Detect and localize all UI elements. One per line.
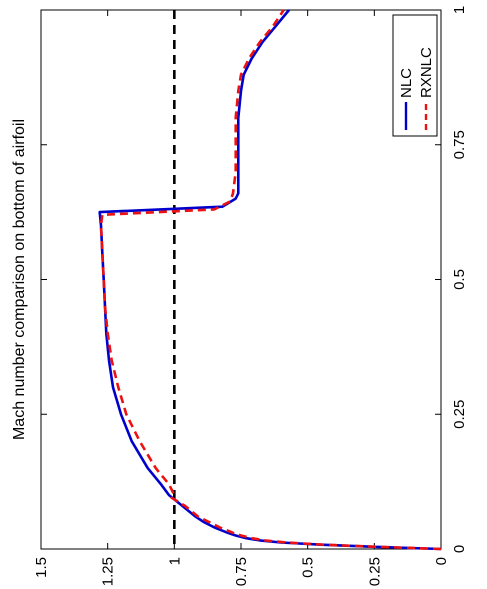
mach-tick-label: 1 — [166, 557, 183, 565]
chord-tick-label: 0 — [451, 545, 468, 553]
chord-tick-label: 1 — [451, 6, 468, 14]
mach-tick-label: 0 — [433, 557, 450, 565]
legend-label-rxnlc: RXNLC — [418, 47, 435, 98]
mach-tick-label: 1.25 — [100, 557, 117, 586]
legend-box — [392, 14, 438, 137]
legend-label-nlc: NLC — [398, 68, 415, 98]
axis-tick-labels: 0 0.25 0.5 0.75 1 1.25 1.5 0 0.25 0.5 0.75 1 — [33, 6, 468, 586]
mach-tick-label: 1.5 — [33, 557, 50, 578]
mach-tick-label: 0.75 — [233, 557, 250, 586]
legend: NLC RXNLC — [392, 14, 438, 137]
mach-tick-label: 0.25 — [366, 557, 383, 586]
chord-tick-label: 0.75 — [451, 130, 468, 159]
series-line-rxnlc — [99, 9, 442, 551]
series-lines — [98, 9, 442, 551]
mach-tick-label: 0.5 — [300, 557, 317, 578]
chord-tick-label: 0.25 — [451, 400, 468, 429]
series-line-nlc — [98, 9, 442, 551]
chart-title: Mach number comparison on bottom of airf… — [11, 119, 28, 440]
chord-tick-label: 0.5 — [451, 269, 468, 290]
